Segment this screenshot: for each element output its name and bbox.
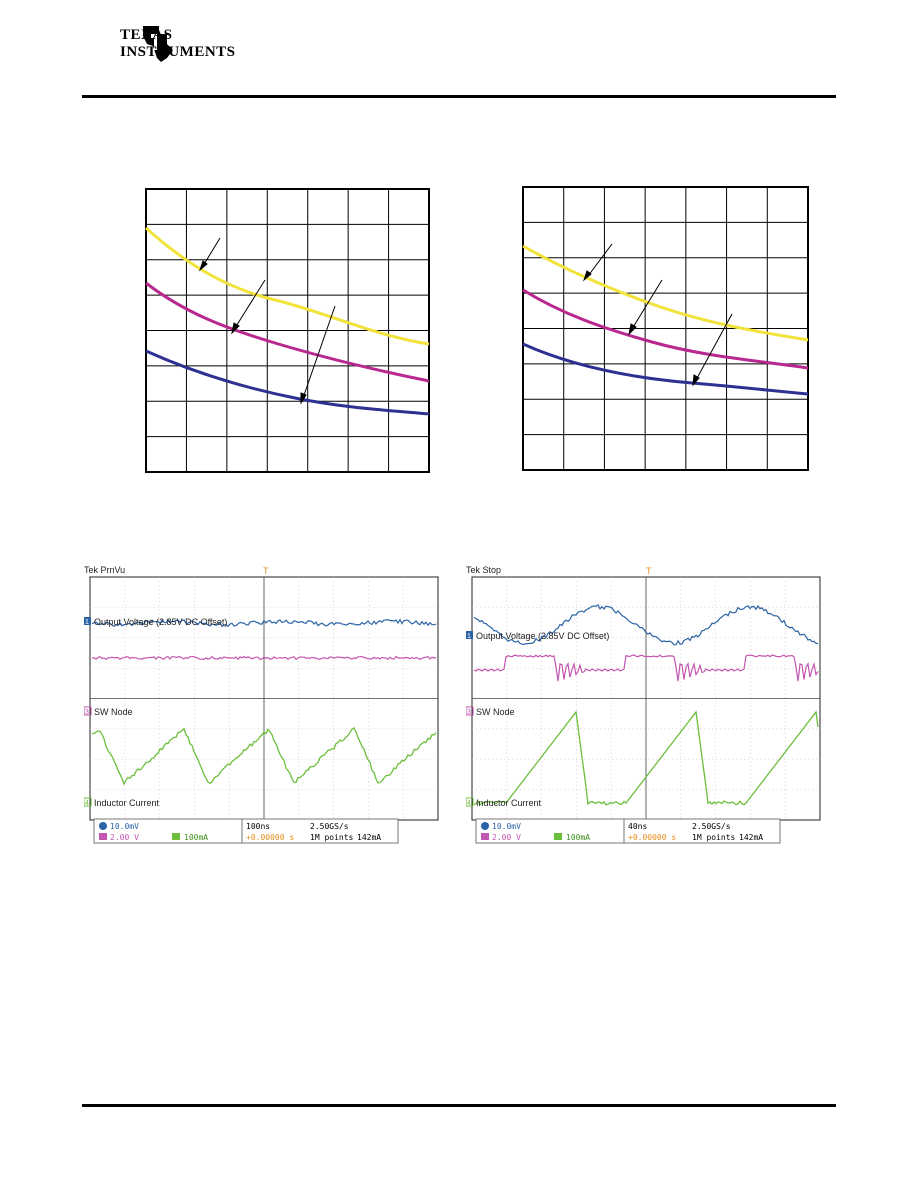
scope-right-ch1-num: 1 <box>467 633 471 640</box>
scope-left-trig-pos: +0.00000 s <box>246 833 294 842</box>
scope-right-ch1-label: Output Voltage (2.85V DC Offset) <box>476 631 609 641</box>
scope-right-trigger-marker: T <box>646 566 652 576</box>
curve-blue-right <box>522 342 809 396</box>
scope-right: Tek Stop T 1 Output Voltage (2.85V DC Of… <box>466 565 821 844</box>
scope-left-ch1-marker <box>84 617 91 625</box>
curve-yellow-right <box>522 244 809 342</box>
scope-right-trig-level: 142mA <box>739 833 763 842</box>
scope-right-ch3-dot <box>481 833 489 840</box>
scope-left-ch4-dot <box>172 833 180 840</box>
scope-right-status: Tek Stop <box>466 565 501 575</box>
curve-blue-left <box>145 349 430 416</box>
scope-right-trig-pos: +0.00000 s <box>628 833 676 842</box>
brand-line-2: INSTRUMENTS <box>120 44 236 60</box>
scope-right-status-box-a <box>475 818 625 844</box>
scope-right-ch1-dot <box>481 822 489 830</box>
scope-right-ch1-scale: 10.0mV <box>492 822 521 831</box>
scope-left-ch1-label: Output Voltage (2.85V DC Offset) <box>94 617 227 627</box>
scope-left-ch1-scale: 10.0mV <box>110 822 139 831</box>
scope-left: Tek PrnVu T 1 Output Voltage (2.85V DC O… <box>84 565 439 844</box>
scope-left-ch1-dot <box>99 822 107 830</box>
scope-left-ch3-num: 3 <box>85 709 89 716</box>
scope-right-ch3-marker <box>466 706 474 716</box>
curve-magenta-left <box>145 281 430 383</box>
graph-right-arrows <box>582 243 733 387</box>
scope-left-ch4-trace <box>91 726 437 786</box>
scope-left-trigger-marker: T <box>263 566 269 576</box>
scope-left-ch4-marker <box>84 797 92 807</box>
scope-right-status-box-b <box>623 818 781 844</box>
scope-left-status: Tek PrnVu <box>84 565 125 575</box>
scope-right-ch4-label: Inductor Current <box>476 798 542 808</box>
scope-right-ch3-scale: 2.00 V <box>492 833 521 842</box>
scope-left-status-box-b <box>241 818 399 844</box>
curve-magenta-right <box>522 288 809 370</box>
scope-right-ch3-trace <box>473 654 819 682</box>
scope-right-ch4-trace <box>473 710 819 807</box>
header-rule <box>82 95 836 98</box>
scope-left-grid <box>90 577 438 820</box>
scope-right-sample-rate: 2.50GS/s <box>692 822 731 831</box>
scope-left-record-len: 1M points <box>310 833 354 842</box>
scope-right-ch3-label: SW Node <box>476 707 515 717</box>
graph-left <box>145 188 430 473</box>
graph-right <box>522 186 809 471</box>
scope-left-ch1-trace <box>91 618 437 628</box>
scope-right-timebase: 40ns <box>628 822 647 831</box>
scope-right-grid <box>472 577 820 820</box>
scope-left-trig-level: 142mA <box>357 833 381 842</box>
scope-right-ch4-num: 4 <box>467 800 471 807</box>
scope-left-status-box-a <box>93 818 243 844</box>
scope-left-ch4-num: 4 <box>85 800 89 807</box>
scope-right-ch4-scale: 100mA <box>566 833 590 842</box>
scope-left-ch3-dot <box>99 833 107 840</box>
scope-left-ch3-marker <box>84 706 92 716</box>
scope-left-ch3-label: SW Node <box>94 707 133 717</box>
scope-left-ch4-label: Inductor Current <box>94 798 160 808</box>
scope-left-ch4-scale: 100mA <box>184 833 208 842</box>
scope-left-timebase: 100ns <box>246 822 270 831</box>
scope-right-ch1-trace <box>473 604 819 646</box>
graph-left-arrows <box>198 237 336 405</box>
scope-right-ch4-marker <box>466 797 474 807</box>
curve-yellow-left <box>145 226 430 346</box>
scope-right-ch1-marker <box>466 631 473 639</box>
scope-right-ch3-num: 3 <box>467 709 471 716</box>
graph-left-grid <box>146 189 429 472</box>
ti-logo-icon <box>143 26 173 62</box>
scope-left-sample-rate: 2.50GS/s <box>310 822 349 831</box>
scope-right-ch4-dot <box>554 833 562 840</box>
brand-line-1: TEXAS <box>120 27 173 43</box>
scope-left-ch1-num: 1 <box>85 619 89 626</box>
scope-left-ch3-trace <box>91 655 437 661</box>
graph-right-grid <box>523 187 808 470</box>
footer-rule <box>82 1104 836 1107</box>
scope-right-record-len: 1M points <box>692 833 736 842</box>
scope-left-ch3-scale: 2.00 V <box>110 833 139 842</box>
